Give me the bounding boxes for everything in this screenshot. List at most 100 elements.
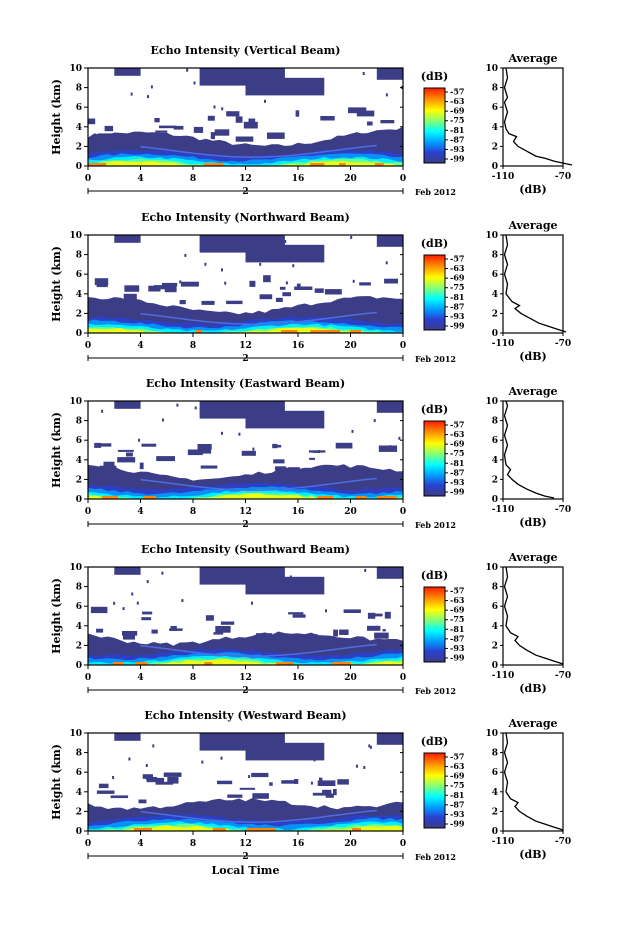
echo-speck <box>284 240 287 243</box>
echo-speck <box>266 245 269 249</box>
echo-patch <box>245 77 325 96</box>
echo-speck <box>131 592 134 596</box>
echo-patch <box>117 449 134 452</box>
colorbar-tick-label: -75 <box>450 282 464 292</box>
x-tick-label: 16 <box>292 673 305 683</box>
date-label: Feb 2012 <box>415 686 456 696</box>
echo-speck <box>224 281 227 285</box>
echo-patch <box>210 132 215 140</box>
echo-speck <box>112 776 115 779</box>
panel-title: Echo Intensity (Southward Beam) <box>141 543 350 556</box>
echo-speck <box>194 406 197 410</box>
y-axis-title: Height (km) <box>50 79 63 155</box>
echo-patch <box>159 125 177 129</box>
hot-echo <box>349 330 361 333</box>
x-tick-label: 0 <box>85 507 91 517</box>
colorbar-tick-label: -93 <box>450 311 465 321</box>
y-tick-label: 10 <box>69 563 82 573</box>
echo-patch <box>288 612 304 615</box>
average-frame <box>502 400 564 500</box>
echo-patch <box>200 465 218 469</box>
average-y-tick-label: 2 <box>492 142 498 152</box>
echo-patch <box>197 446 212 454</box>
colorbar-tick-label: -75 <box>450 115 464 125</box>
echo-patch <box>376 567 404 579</box>
average-x-tick-label: -70 <box>555 837 571 847</box>
echo-patch <box>376 733 404 745</box>
echo-patch <box>96 628 104 633</box>
y-tick-label: 0 <box>76 827 82 837</box>
average-frame <box>502 67 564 167</box>
x-tick-label: 12 <box>239 174 252 184</box>
echo-speck <box>364 568 367 572</box>
x-tick-label: 20 <box>344 174 357 184</box>
echo-speck <box>136 601 139 605</box>
echo-patch <box>245 742 325 761</box>
hot-echo <box>281 330 298 333</box>
y-tick-label: 10 <box>69 64 82 74</box>
echo-patch <box>201 300 215 305</box>
echo-speck <box>283 81 286 84</box>
y-tick-label: 4 <box>76 290 82 300</box>
average-frame <box>502 566 564 666</box>
x-tick-label: 12 <box>239 507 252 517</box>
average-x-tick-label: -70 <box>555 172 571 182</box>
echo-speck <box>162 418 164 422</box>
echo-speck <box>221 107 224 111</box>
average-y-tick-label: 4 <box>492 622 498 632</box>
echo-patch <box>324 289 342 295</box>
echo-patch <box>126 452 133 457</box>
echo-patch <box>125 299 130 304</box>
hot-echo <box>317 496 334 499</box>
echo-speck <box>161 571 164 575</box>
colorbar-tick-label: -87 <box>450 633 464 643</box>
y-tick-label: 2 <box>76 475 82 485</box>
echo-patch <box>320 116 335 121</box>
hot-echo <box>112 662 124 665</box>
echo-speck <box>288 259 291 263</box>
echo-speck <box>248 775 251 778</box>
echo-speck <box>352 279 355 283</box>
average-x-tick-label: -110 <box>492 339 515 349</box>
echo-patch <box>215 626 231 633</box>
y-tick-label: 6 <box>76 768 82 778</box>
echo-patch <box>367 121 373 126</box>
average-y-tick-label: 8 <box>492 417 498 427</box>
echo-patch <box>287 467 300 474</box>
colorbar-tick-label: -57 <box>450 752 464 762</box>
x-tick-label: 12 <box>239 341 252 351</box>
echo-patch <box>374 632 389 639</box>
echo-speck <box>138 438 141 442</box>
colorbar-tick-label: -87 <box>450 301 464 311</box>
average-y-tick-label: 8 <box>492 84 498 94</box>
echo-patch <box>325 793 334 798</box>
echo-speck <box>289 575 292 579</box>
panel-2: Echo Intensity (Eastward Beam) Height (km… <box>50 377 571 530</box>
colorbar-tick-label: -69 <box>450 605 465 615</box>
colorbar-tick-label: -93 <box>450 144 465 154</box>
colorbar-tick-label: -75 <box>450 448 464 458</box>
strong-echo-layer <box>88 825 403 831</box>
x-tick-label: 4 <box>137 174 143 184</box>
y-tick-label: 10 <box>69 729 82 739</box>
colorbar-tick-label: -57 <box>450 87 464 97</box>
average-x-title: (dB) <box>519 682 546 695</box>
echo-patch <box>248 118 256 125</box>
echo-speck <box>350 235 353 239</box>
echo-patch <box>322 789 332 794</box>
colorbar <box>423 752 446 829</box>
colorbar-tick-label: -69 <box>450 771 465 781</box>
average-y-tick-label: 0 <box>492 329 498 339</box>
average-y-tick-label: 0 <box>492 495 498 505</box>
echo-patch <box>114 733 141 741</box>
hot-echo <box>204 163 223 166</box>
echo-patch <box>263 275 271 283</box>
average-frame <box>502 234 564 334</box>
echo-patch <box>235 136 254 142</box>
x-tick-label: 8 <box>190 341 196 351</box>
x-tick-label: 0 <box>400 839 406 849</box>
x-tick-label: 12 <box>239 673 252 683</box>
echo-patch <box>274 466 286 471</box>
y-tick-label: 8 <box>76 417 82 427</box>
hot-echo <box>374 163 384 166</box>
